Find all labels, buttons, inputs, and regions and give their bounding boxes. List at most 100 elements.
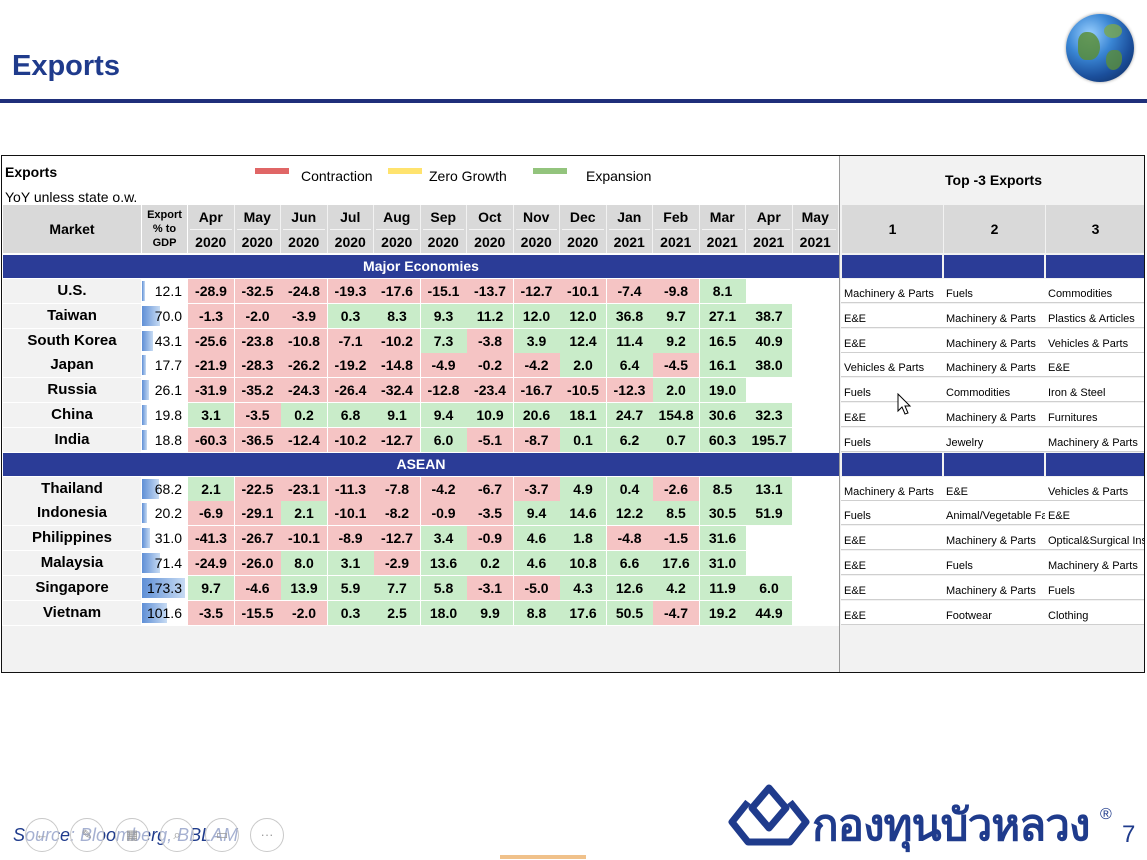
yoy-cell: 1.8	[560, 526, 606, 551]
yoy-cell: 9.2	[653, 328, 699, 353]
export-to-gdp: 26.1	[142, 378, 187, 403]
legend-swatch-expansion	[533, 168, 567, 174]
toolbar-button[interactable]: ←	[25, 818, 59, 852]
top-export-3: Fuels	[1045, 575, 1144, 600]
yoy-cell: -10.2	[327, 427, 374, 452]
yoy-cell: -0.9	[467, 526, 513, 551]
month-header: Jan 2021	[606, 205, 653, 253]
yoy-cell: 2.5	[374, 600, 420, 625]
yoy-cell: 13.1	[746, 476, 792, 501]
group-band: ASEAN	[3, 452, 839, 476]
group-band-fill	[1046, 255, 1144, 278]
yoy-cell: -10.1	[560, 279, 606, 303]
top-export-1: Vehicles & Parts	[841, 353, 943, 378]
year-label: 2020	[427, 234, 459, 250]
yoy-cell: 2.1	[281, 501, 327, 526]
yoy-cell: 31.0	[699, 551, 746, 575]
top-export-3: Machinery & Parts	[1045, 427, 1144, 452]
yoy-cell: -41.3	[188, 526, 234, 551]
top-export-1: E&E	[841, 600, 943, 625]
yoy-cell: -23.1	[281, 476, 327, 501]
yoy-cell: -1.5	[653, 526, 699, 551]
top-export-2: Machinery & Parts	[943, 353, 1045, 378]
yoy-cell: 6.0	[420, 427, 467, 452]
year-label: 2020	[520, 234, 552, 250]
yoy-cell: 10.8	[560, 551, 606, 575]
yoy-cell: 40.9	[746, 328, 792, 353]
yoy-cell: -26.2	[281, 353, 327, 378]
gdp-databar	[142, 330, 153, 351]
market-name: Thailand	[3, 476, 141, 501]
yoy-cell: 7.3	[420, 328, 467, 353]
month-header: Apr 2020	[188, 205, 235, 253]
toolbar-button[interactable]: ▦	[115, 818, 149, 852]
top-export-3: Vehicles & Parts	[1045, 328, 1144, 353]
gdp-value: 12.1	[154, 283, 182, 299]
yoy-cell: -14.8	[374, 353, 420, 378]
yoy-cell: 12.0	[513, 303, 560, 328]
yoy-cell: -16.7	[513, 378, 560, 403]
month-label: Apr	[198, 209, 223, 225]
yoy-cell: 51.9	[746, 501, 792, 526]
yoy-cell: -4.2	[420, 476, 467, 501]
yoy-cell: -12.7	[374, 427, 420, 452]
market-name: Singapore	[3, 575, 141, 600]
yoy-cell: 6.0	[746, 575, 792, 600]
yoy-cell: 6.6	[606, 551, 653, 575]
yoy-cell: -3.1	[467, 575, 513, 600]
top-export-2: Machinery & Parts	[943, 575, 1045, 600]
gdp-databar	[142, 355, 147, 376]
yoy-cell: -31.9	[188, 378, 234, 403]
yoy-cell: -6.7	[467, 476, 513, 501]
market-name: Vietnam	[3, 600, 141, 625]
yoy-cell: 0.1	[560, 427, 606, 452]
yoy-cell: 7.7	[374, 575, 420, 600]
rank-header-2: 2	[943, 205, 1045, 253]
toolbar-button[interactable]: ⌕	[160, 818, 194, 852]
bualuang-lotus-logo	[728, 784, 810, 846]
month-label: Jul	[340, 209, 361, 225]
yoy-cell: -12.7	[374, 526, 420, 551]
yoy-cell: 18.1	[560, 403, 606, 427]
yoy-cell: 4.6	[513, 526, 560, 551]
year-label: 2021	[753, 234, 785, 250]
yoy-cell: -26.4	[327, 378, 374, 403]
yoy-cell: 0.2	[281, 403, 327, 427]
top-export-1: E&E	[841, 575, 943, 600]
yoy-cell: 38.0	[746, 353, 792, 378]
yoy-cell: 8.5	[653, 501, 699, 526]
yoy-cell: -29.1	[234, 501, 281, 526]
toolbar-button[interactable]: ▭	[205, 818, 239, 852]
yoy-cell: -11.3	[327, 476, 374, 501]
market-name: Malaysia	[3, 551, 141, 575]
yoy-cell: -8.7	[513, 427, 560, 452]
export-to-gdp: 68.2	[142, 476, 187, 501]
yoy-cell: -32.5	[234, 279, 281, 303]
yoy-cell: 27.1	[699, 303, 746, 328]
yoy-cell: 4.9	[560, 476, 606, 501]
market-name: Japan	[3, 353, 141, 378]
yoy-cell: 0.3	[327, 303, 374, 328]
yoy-cell: 0.3	[327, 600, 374, 625]
toolbar-button[interactable]: ✎	[70, 818, 104, 852]
group-band-fill	[842, 452, 942, 476]
toolbar-button[interactable]: ···	[250, 818, 284, 852]
yoy-cell: -4.5	[653, 353, 699, 378]
yoy-cell: 19.0	[699, 378, 746, 403]
top-export-2: Animal/Vegetable Fats	[943, 501, 1045, 526]
yoy-cell: -9.8	[653, 279, 699, 303]
yoy-cell: -1.3	[188, 303, 234, 328]
yoy-cell: 9.7	[188, 575, 234, 600]
top-export-1: Fuels	[841, 378, 943, 403]
yoy-cell: 154.8	[653, 403, 699, 427]
yoy-cell: -10.8	[281, 328, 327, 353]
top-export-2: Machinery & Parts	[943, 526, 1045, 551]
top-export-2: Footwear	[943, 600, 1045, 625]
gdp-header-line3: GDP	[152, 237, 177, 249]
legend-swatch-contraction	[255, 168, 289, 174]
year-label: 2020	[334, 234, 366, 250]
yoy-cell: 17.6	[560, 600, 606, 625]
yoy-cell: -0.2	[467, 353, 513, 378]
yoy-cell: 8.0	[281, 551, 327, 575]
yoy-cell: -60.3	[188, 427, 234, 452]
